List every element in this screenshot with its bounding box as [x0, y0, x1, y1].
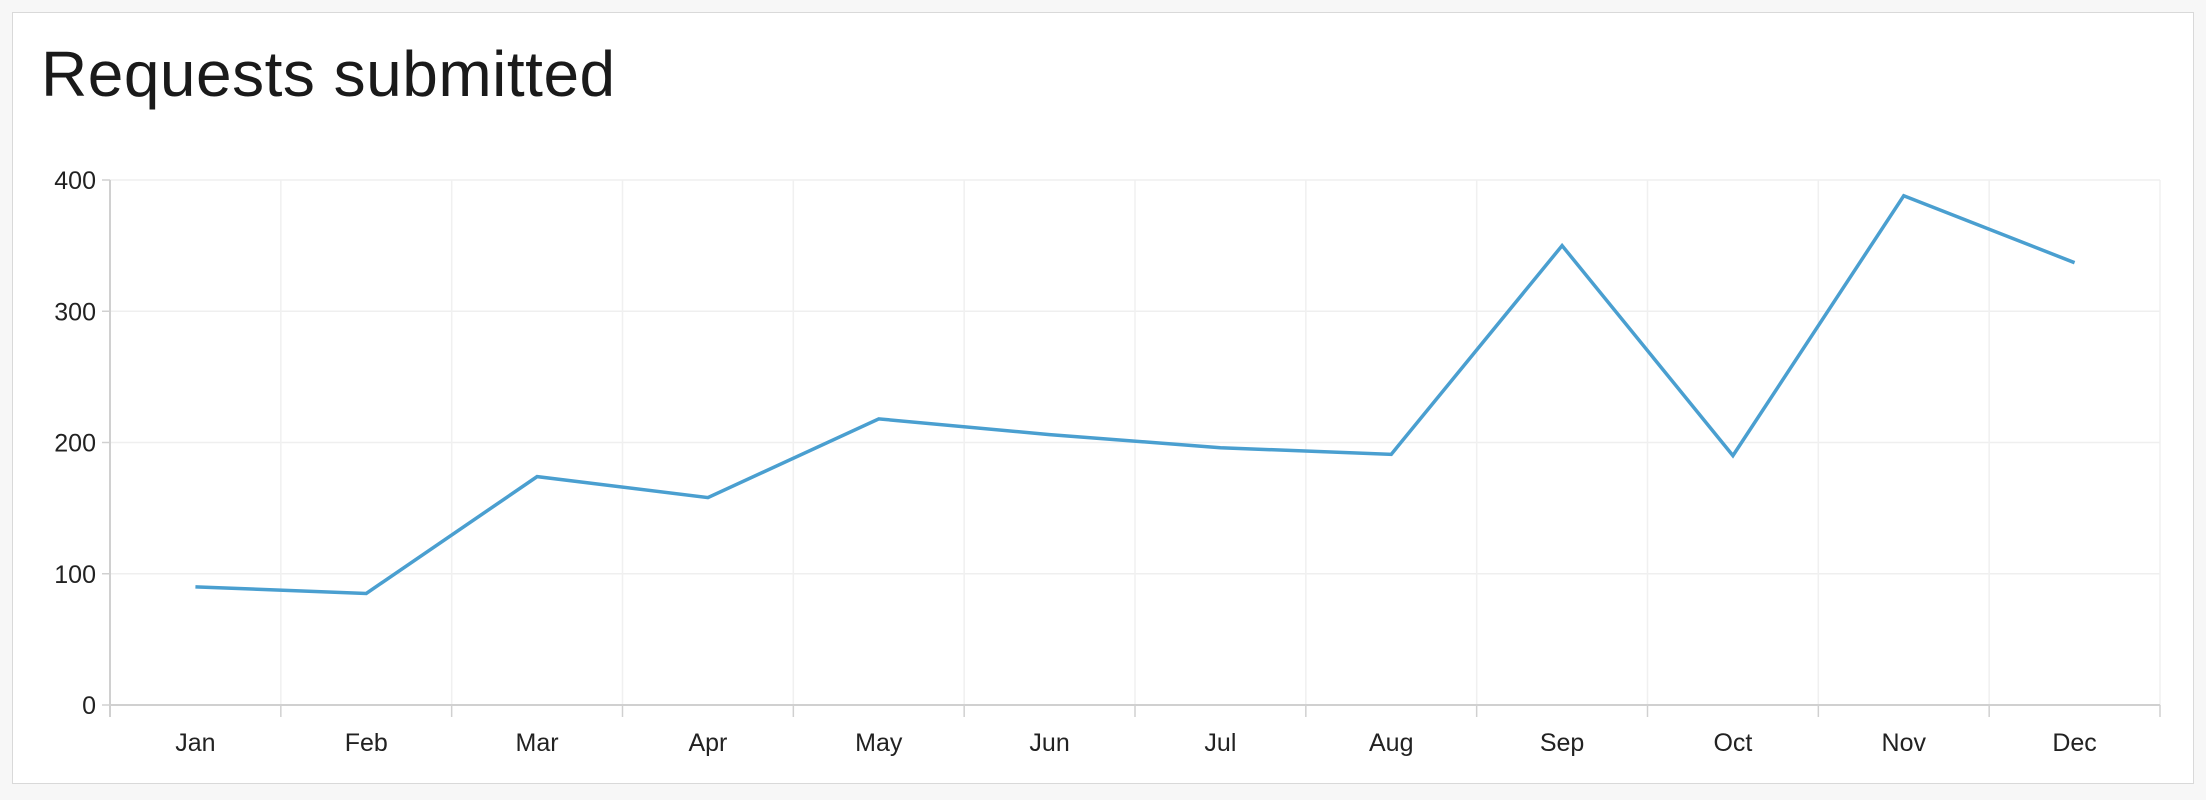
x-tick-label: Sep — [1540, 729, 1584, 757]
x-tick-label: Feb — [345, 729, 388, 757]
y-tick-label: 400 — [54, 167, 96, 195]
x-tick-label: Dec — [2052, 729, 2096, 757]
x-tick-label: Mar — [516, 729, 559, 757]
y-tick-label: 100 — [54, 561, 96, 589]
y-tick-label: 0 — [82, 692, 96, 720]
x-tick-label: Jan — [175, 729, 215, 757]
series-line — [195, 193, 2076, 596]
x-tick-label: Oct — [1713, 729, 1752, 757]
x-tick-label: Apr — [688, 729, 727, 757]
x-tick-label: Aug — [1369, 729, 1413, 757]
y-tick-label: 200 — [54, 430, 96, 458]
chart-card: Requests submitted — [12, 12, 2194, 784]
x-tick-label: May — [855, 729, 903, 757]
x-tick-label: Jun — [1029, 729, 1069, 757]
chart-title: Requests submitted — [41, 38, 616, 110]
x-tick-label: Nov — [1882, 729, 1927, 757]
x-tick-label: Jul — [1204, 729, 1236, 757]
y-tick-label: 300 — [54, 298, 96, 326]
